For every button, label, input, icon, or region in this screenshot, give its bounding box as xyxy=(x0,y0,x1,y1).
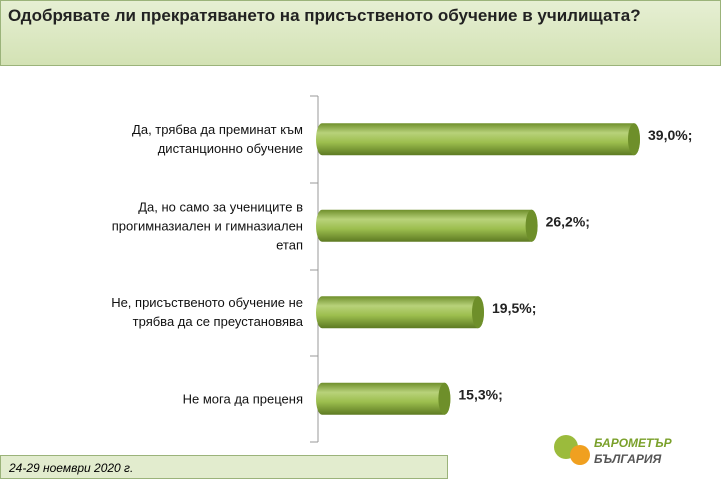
bar-cap xyxy=(525,209,538,242)
header xyxy=(0,0,721,66)
chart-title: Одобрявате ли прекратяването на присъств… xyxy=(8,6,641,25)
category-label: Не мога да преценя xyxy=(182,391,303,407)
value-label: 39,0%; xyxy=(648,127,692,143)
value-label: 19,5%; xyxy=(492,300,536,316)
logo-icon xyxy=(570,445,590,465)
value-label: 26,2%; xyxy=(546,213,590,229)
logo-text: БЪЛГАРИЯ xyxy=(594,452,661,466)
logo: БАРОМЕТЪР БЪЛГАРИЯ xyxy=(554,435,673,466)
bar-cap xyxy=(438,382,451,415)
logo-text: БАРОМЕТЪР xyxy=(594,436,673,450)
bar xyxy=(316,382,451,415)
date-note: 24-29 ноември 2020 г. xyxy=(0,455,448,479)
category-label: Да, трябва да преминат към дистанционно … xyxy=(132,122,303,157)
category-label: Не, присъственото обучение не трябва да … xyxy=(111,295,303,330)
bar-cap xyxy=(472,296,484,329)
bar-cap xyxy=(628,123,640,156)
bar xyxy=(316,123,640,156)
category-label: Да, но само за учениците в прогимназиале… xyxy=(111,199,303,253)
bar xyxy=(316,296,485,329)
value-label: 15,3%; xyxy=(458,386,502,402)
bar xyxy=(316,209,538,242)
